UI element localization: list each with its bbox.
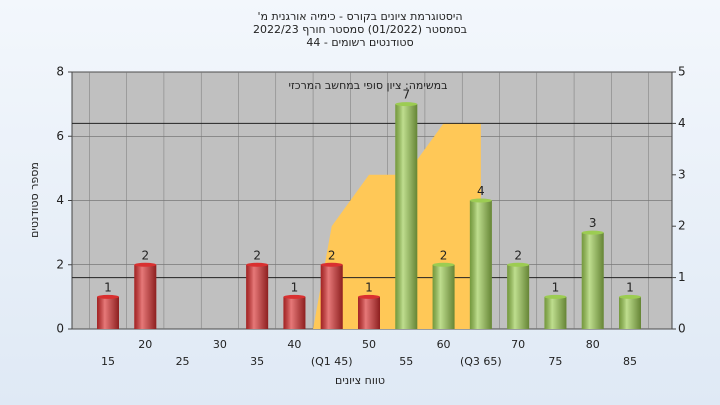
y-tick-label: 0 bbox=[56, 322, 64, 336]
x-tick-label: 15 bbox=[101, 355, 115, 368]
x-tick-label: (Q3 65) bbox=[460, 355, 502, 368]
y2-tick-label: 5 bbox=[678, 65, 686, 79]
value-label: 1 bbox=[626, 280, 634, 294]
x-tick-label: 40 bbox=[287, 338, 301, 351]
y-axis-label: מספר סטודנטים bbox=[28, 162, 41, 238]
bar-shade bbox=[283, 296, 306, 329]
value-label: 1 bbox=[291, 280, 299, 294]
bar-cap bbox=[581, 230, 604, 235]
bar-cap bbox=[283, 294, 306, 299]
value-label: 2 bbox=[440, 248, 448, 262]
bar-shade bbox=[246, 264, 269, 329]
y2-tick-label: 3 bbox=[678, 167, 686, 181]
x-tick-label: 60 bbox=[437, 338, 451, 351]
y-tick-label: 4 bbox=[56, 193, 64, 207]
bar-shade bbox=[320, 264, 343, 329]
bar-shade bbox=[358, 296, 380, 329]
bar-cap bbox=[134, 262, 157, 267]
value-label: 1 bbox=[552, 280, 560, 294]
bar-shade bbox=[395, 104, 418, 329]
bar-shade bbox=[97, 296, 119, 329]
bar-cap bbox=[544, 294, 567, 299]
x-tick-label: 80 bbox=[586, 338, 600, 351]
annotation: במשימה: ציון סופי במחשב המרכזי bbox=[288, 79, 447, 92]
value-label: 7 bbox=[402, 88, 410, 102]
bar-shade bbox=[134, 264, 157, 329]
value-label: 1 bbox=[104, 280, 112, 294]
x-tick-label: (Q1 45) bbox=[311, 355, 353, 368]
bar-cap bbox=[246, 262, 269, 267]
value-label: 2 bbox=[141, 248, 149, 262]
title-line: בסמסטר (01/2022) סמסטר חורף 2022/23 bbox=[253, 23, 467, 36]
y2-tick-label: 4 bbox=[678, 116, 686, 130]
x-tick-label: 20 bbox=[138, 338, 152, 351]
value-label: 3 bbox=[589, 216, 597, 230]
value-label: 2 bbox=[253, 248, 261, 262]
title-line: 'היסטוגרמת ציונים בקורס - כימיה אורגנית … bbox=[257, 10, 462, 23]
x-tick-label: 35 bbox=[250, 355, 264, 368]
value-label: 2 bbox=[328, 248, 336, 262]
bar-shade bbox=[469, 200, 492, 329]
y-tick-label: 8 bbox=[56, 65, 64, 79]
y2-tick-label: 0 bbox=[678, 322, 686, 336]
value-label: 1 bbox=[365, 280, 373, 294]
y2-tick-label: 1 bbox=[678, 270, 686, 284]
title-line: סטודנטים רשומים - 44 bbox=[306, 36, 413, 49]
x-tick-label: 85 bbox=[623, 355, 637, 368]
bar-cap bbox=[507, 262, 530, 267]
bar-shade bbox=[581, 232, 604, 329]
bar-shade bbox=[432, 264, 455, 329]
x-tick-label: 70 bbox=[511, 338, 525, 351]
x-tick-label: 75 bbox=[548, 355, 562, 368]
bar-cap bbox=[97, 294, 119, 299]
bar-cap bbox=[395, 102, 418, 107]
y-tick-label: 2 bbox=[56, 257, 64, 271]
bar-cap bbox=[358, 294, 380, 299]
bar-shade bbox=[507, 264, 530, 329]
x-tick-label: 25 bbox=[176, 355, 190, 368]
y-tick-label: 6 bbox=[56, 129, 64, 143]
value-label: 4 bbox=[477, 184, 485, 198]
bar-cap bbox=[432, 262, 455, 267]
x-tick-label: 55 bbox=[399, 355, 413, 368]
x-axis-label: טווח ציונים bbox=[335, 374, 385, 387]
bar-cap bbox=[619, 294, 641, 299]
x-tick-label: 50 bbox=[362, 338, 376, 351]
bar-shade bbox=[619, 296, 641, 329]
value-label: 2 bbox=[514, 248, 522, 262]
bar-shade bbox=[544, 296, 567, 329]
y2-tick-label: 2 bbox=[678, 219, 686, 233]
bar-cap bbox=[469, 198, 492, 203]
x-tick-label: 30 bbox=[213, 338, 227, 351]
bar-cap bbox=[320, 262, 343, 267]
